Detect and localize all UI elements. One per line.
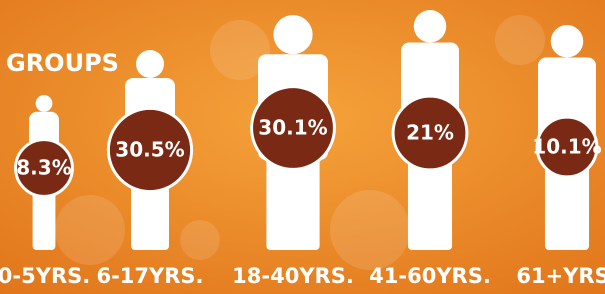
category-label: 6-17YRS. [96,264,203,288]
head [36,95,53,112]
value-label: 10.1% [532,135,601,159]
category-label: 18-40YRS. [232,264,354,288]
value-label: 21% [406,121,454,145]
value-label: 8.3% [16,156,71,180]
head [551,25,583,57]
head [414,10,446,42]
head [273,15,312,54]
head [136,50,164,78]
infographic: GROUPS 8.3% 0-5YRS. 30.5% 6-17YRS. 30.1% 18-4… [0,0,605,294]
value-label: 30.5% [115,138,184,162]
category-label: 61+YRS. [516,264,605,288]
page: {"chart_data": {"type": "infographic", "… [0,0,605,294]
category-label: 41-60YRS. [369,264,491,288]
title: GROUPS [6,49,119,77]
category-label: 0-5YRS. [0,264,90,288]
value-label: 30.1% [258,116,327,140]
